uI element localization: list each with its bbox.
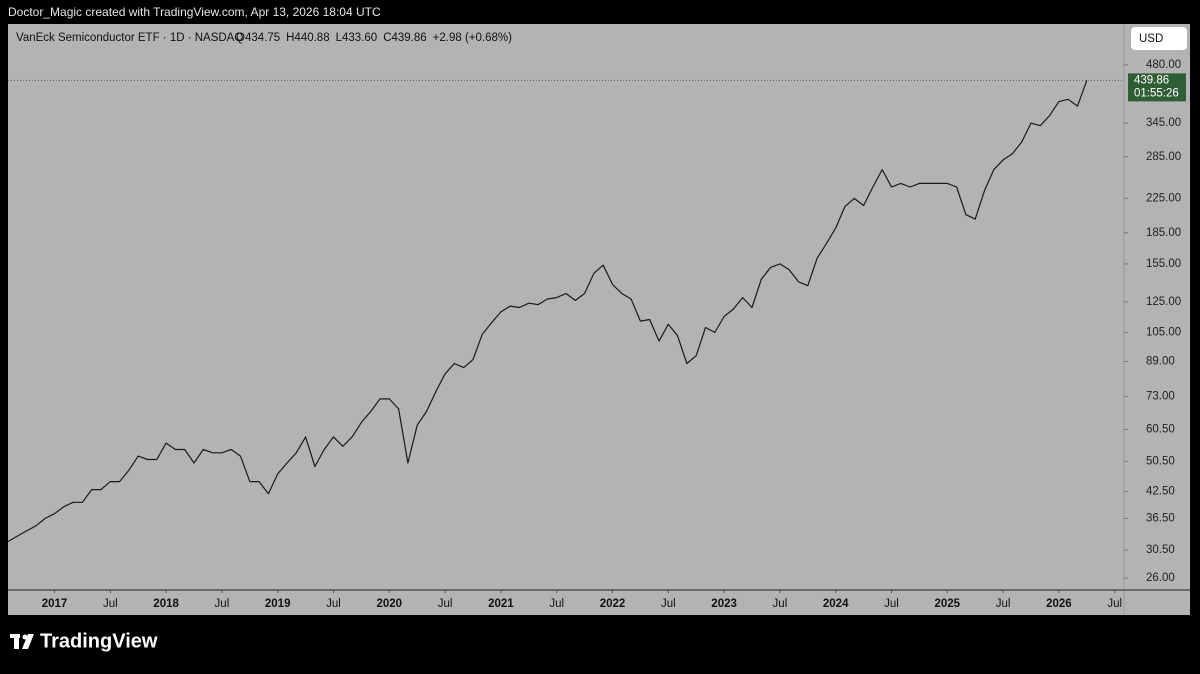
y-tick-label: 89.00 [1146,356,1175,368]
y-tick-label: 60.50 [1146,424,1175,436]
x-tick-label: 2017 [42,598,68,610]
y-tick-label: 480.00 [1146,59,1181,71]
x-tick-label: 2018 [153,598,179,610]
y-tick-label: 30.50 [1146,544,1175,556]
y-tick-label: 285.00 [1146,151,1181,163]
y-tick-label: 125.00 [1146,296,1181,308]
x-tick-label: Jul [1107,598,1122,610]
y-tick-label: 225.00 [1146,192,1181,204]
ohlc-value: L433.60 [336,32,378,44]
last-price-box [1128,73,1186,102]
x-tick-label: 2026 [1046,598,1072,610]
symbol-title: VanEck Semiconductor ETF · 1D · NASDAQ [16,32,243,44]
y-tick-label: 105.00 [1146,326,1181,338]
x-tick-label: Jul [549,598,564,610]
x-tick-label: Jul [773,598,788,610]
brand-logo [10,634,34,649]
ohlc-value: C439.86 [383,32,426,44]
attribution: Doctor_Magic created with TradingView.co… [8,5,381,19]
x-tick-label: 2024 [823,598,849,610]
x-tick-label: Jul [326,598,341,610]
ohlc-value: +2.98 (+0.68%) [433,32,512,44]
x-tick-label: 2019 [265,598,291,610]
currency-label[interactable]: USD [1139,33,1163,45]
countdown-label: 01:55:26 [1134,87,1179,99]
brand-name: TradingView [40,630,158,652]
x-tick-label: 2022 [600,598,626,610]
x-tick-label: Jul [215,598,230,610]
last-price-label: 439.86 [1134,74,1169,86]
x-tick-label: 2021 [488,598,514,610]
x-tick-label: Jul [661,598,676,610]
y-tick-label: 185.00 [1146,227,1181,239]
y-tick-label: 73.00 [1146,390,1175,402]
chart-pane [8,24,1190,615]
x-tick-label: Jul [438,598,453,610]
ohlc-value: H440.88 [286,32,329,44]
x-tick-label: 2023 [711,598,737,610]
x-tick-label: 2020 [377,598,403,610]
ohlc-value: O434.75 [236,32,280,44]
y-tick-label: 345.00 [1146,117,1181,129]
y-tick-label: 42.50 [1146,486,1175,498]
x-tick-label: Jul [996,598,1011,610]
x-tick-label: 2025 [935,598,961,610]
ohlc-legend: O434.75 H440.88 L433.60 C439.86 +2.98 (+0.68… [236,32,512,44]
x-tick-label: Jul [103,598,118,610]
y-tick-label: 155.00 [1146,258,1181,270]
x-tick-label: Jul [884,598,899,610]
y-tick-label: 26.00 [1146,572,1175,584]
price-line [7,80,1088,543]
y-tick-label: 36.50 [1146,512,1175,524]
y-tick-label: 50.50 [1146,455,1175,467]
currency-button[interactable] [1131,27,1187,50]
